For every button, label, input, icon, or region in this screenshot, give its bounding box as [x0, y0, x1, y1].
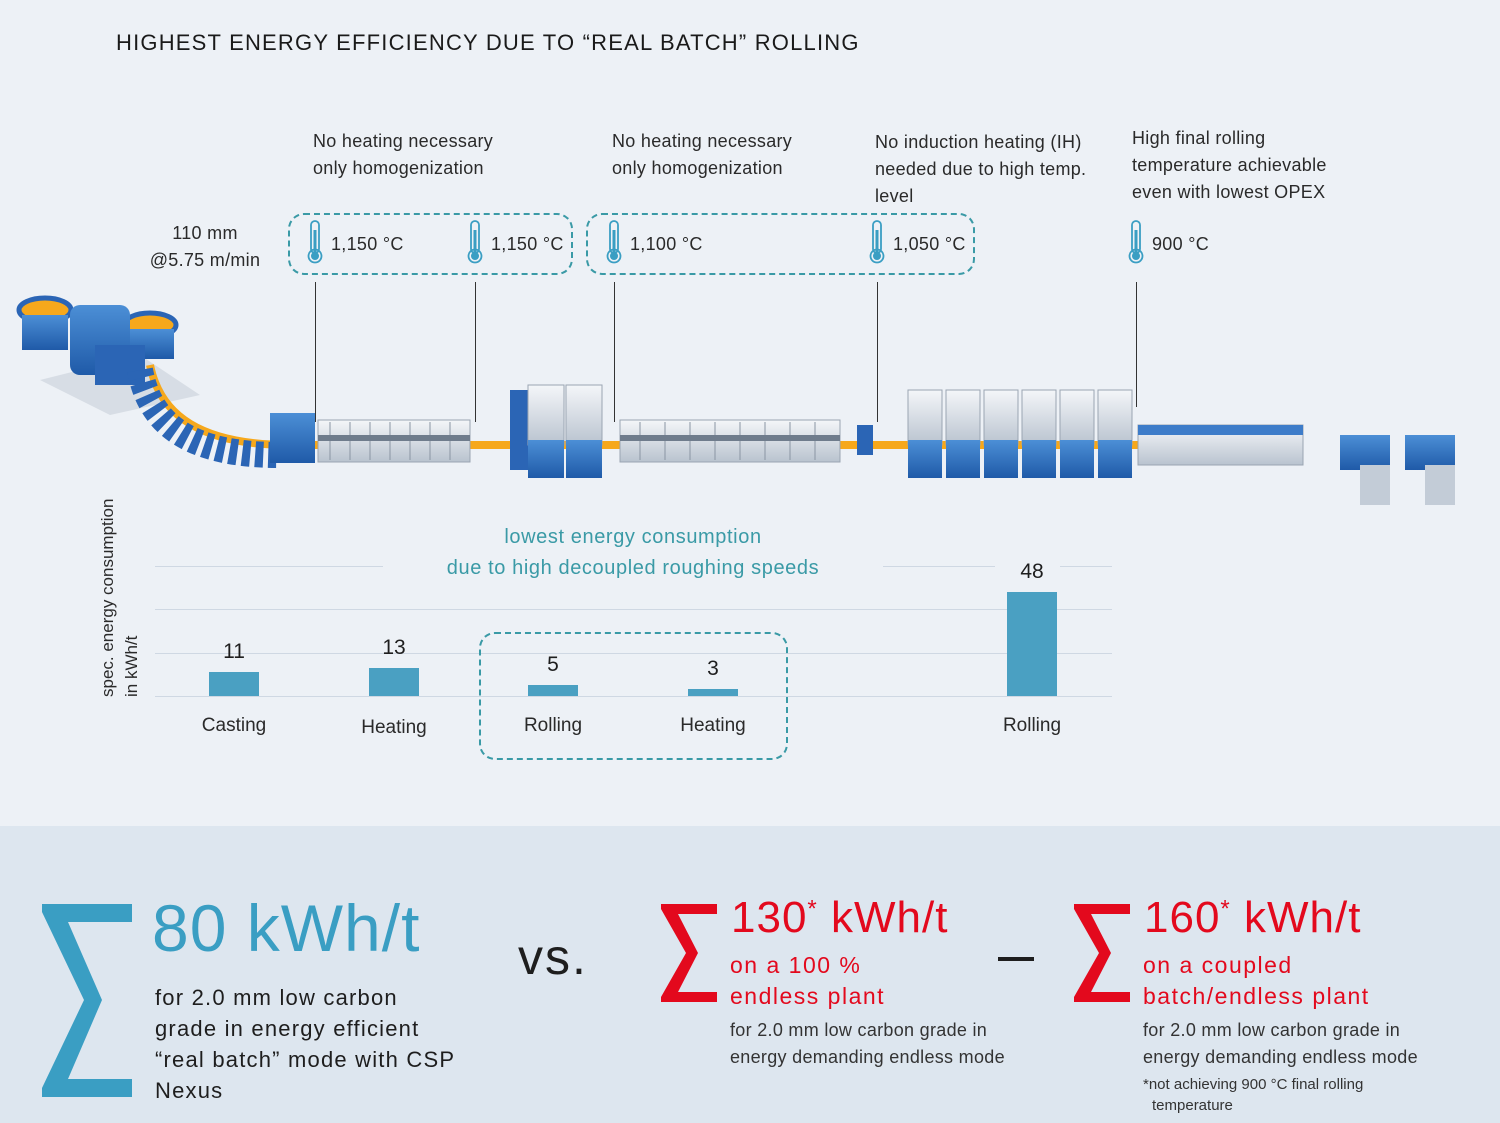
alt2-desc2: energy demanding endless mode: [1143, 1047, 1418, 1067]
bar-5: [1007, 592, 1057, 696]
alt1-number: 130: [731, 893, 808, 942]
sigma-icon: [42, 904, 132, 1097]
gridline: [883, 566, 995, 567]
bar-value-3: 5: [547, 653, 559, 676]
temp-group-box-1: [288, 213, 573, 275]
thermometer-icon: [1128, 220, 1144, 264]
alt1-value: 130* kWh/t: [731, 893, 948, 943]
plant-illustration: [16, 295, 1455, 505]
leader-line: [614, 282, 615, 422]
note-4-line3: even with lowest OPEX: [1132, 182, 1326, 202]
bar-value-4: 3: [707, 657, 719, 680]
leader-line: [877, 282, 878, 422]
note-4: High final rolling temperature achievabl…: [1132, 125, 1327, 206]
note-3-line2: needed due to high temp.: [875, 159, 1087, 179]
bar-4: [688, 689, 738, 696]
summary-panel: [0, 826, 1500, 1123]
thermometer-icon: [606, 220, 622, 264]
alt2-value: 160* kWh/t: [1144, 893, 1361, 943]
alt2-description: for 2.0 mm low carbon grade in energy de…: [1143, 1017, 1418, 1071]
casting-info: 110 mm @5.75 m/min: [140, 220, 270, 274]
chart-annotation: lowest energy consumption due to high de…: [385, 522, 881, 584]
alt2-star: *: [1220, 895, 1231, 923]
note-2-line2: only homogenization: [612, 158, 783, 178]
temp-4: 1,050 °C: [893, 234, 966, 254]
bar-label-5: Rolling: [1002, 715, 1062, 736]
main-desc-line1: for 2.0 mm low carbon: [155, 985, 398, 1010]
main-description: for 2.0 mm low carbon grade in energy ef…: [155, 982, 455, 1106]
y-axis-label-line1: spec. energy consumption: [98, 498, 117, 697]
temp-5: 900 °C: [1152, 234, 1210, 254]
page-title: HIGHEST ENERGY EFFICIENCY DUE TO “REAL B…: [116, 30, 860, 55]
gridline: [155, 566, 383, 567]
alt1-desc2: energy demanding endless mode: [730, 1047, 1005, 1067]
gridline: [1060, 566, 1112, 567]
alt1-subtitle: on a 100 % endless plant: [730, 950, 885, 1012]
alt1-description: for 2.0 mm low carbon grade in energy de…: [730, 1017, 1005, 1071]
alt2-desc1: for 2.0 mm low carbon grade in: [1143, 1020, 1401, 1040]
thermometer-icon: [869, 220, 885, 264]
bar-label-4: Heating: [680, 715, 746, 736]
bar-value-1: 11: [223, 640, 245, 663]
alt1-sub1: on a 100 %: [730, 952, 862, 978]
casting-thickness: 110 mm: [172, 223, 238, 243]
temp-1: 1,150 °C: [331, 234, 404, 254]
bar-label-2: Heating: [361, 717, 427, 738]
alt2-number: 160: [1144, 893, 1221, 942]
note-4-line1: High final rolling: [1132, 128, 1266, 148]
alt1-star: *: [807, 895, 818, 923]
note-1-line1: No heating necessary: [313, 131, 494, 151]
bar-1: [209, 672, 259, 696]
leader-line: [475, 282, 476, 422]
y-axis-label-line2: in kWh/t: [122, 635, 141, 697]
leader-line: [315, 282, 316, 422]
thermometer-icon: [307, 220, 323, 264]
note-1: No heating necessary only homogenization: [313, 128, 493, 182]
chart-baseline: [155, 696, 1112, 697]
sigma-icon-red: [661, 904, 717, 1002]
leader-line: [1136, 282, 1137, 407]
note-3-line1: No induction heating (IH): [875, 132, 1082, 152]
sigma-icon-red: [1074, 904, 1130, 1002]
temp-2: 1,150 °C: [491, 234, 564, 254]
casting-speed: @5.75 m/min: [149, 250, 261, 270]
annotation-line1: lowest energy consumption: [504, 526, 762, 548]
bar-label-3: Rolling: [523, 715, 583, 736]
main-desc-line4: Nexus: [155, 1078, 224, 1103]
decoupled-group-box: [479, 632, 788, 760]
bar-value-5: 48: [1020, 560, 1044, 583]
footnote-line2: temperature: [1152, 1097, 1233, 1114]
note-2-line1: No heating necessary: [612, 131, 793, 151]
gridline: [155, 653, 1112, 654]
bar-value-2: 13: [382, 636, 406, 659]
note-3: No induction heating (IH) needed due to …: [875, 129, 1086, 210]
y-axis-label: spec. energy consumption in kWh/t: [96, 499, 144, 697]
alt2-subtitle: on a coupled batch/endless plant: [1143, 950, 1370, 1012]
note-4-line2: temperature achievable: [1132, 155, 1327, 175]
dash-separator: [998, 957, 1034, 961]
bar-label-1: Casting: [201, 715, 267, 736]
note-1-line2: only homogenization: [313, 158, 484, 178]
annotation-line2: due to high decoupled roughing speeds: [446, 557, 820, 579]
alt2-sub1: on a coupled: [1143, 952, 1293, 978]
note-3-line3: level: [875, 186, 914, 206]
bar-2: [369, 668, 419, 696]
footnote-line1: *not achieving 900 °C final rolling: [1143, 1076, 1364, 1093]
alt2-sub2: batch/endless plant: [1143, 983, 1370, 1009]
gridline: [155, 609, 1112, 610]
temp-3: 1,100 °C: [630, 234, 703, 254]
main-value: 80 kWh/t: [152, 891, 421, 965]
thermometer-icon: [467, 220, 483, 264]
main-desc-line2: grade in energy efficient: [155, 1016, 420, 1041]
alt1-desc1: for 2.0 mm low carbon grade in: [730, 1020, 988, 1040]
main-desc-line3: “real batch” mode with CSP: [155, 1047, 456, 1072]
vs-label: vs.: [518, 929, 588, 985]
alt2-unit: kWh/t: [1244, 893, 1362, 942]
footnote: *not achieving 900 °C final rolling temp…: [1143, 1074, 1363, 1116]
note-2: No heating necessary only homogenization: [612, 128, 792, 182]
alt1-unit: kWh/t: [831, 893, 949, 942]
temp-group-box-2: [586, 213, 975, 275]
alt1-sub2: endless plant: [730, 983, 886, 1009]
bar-3: [528, 685, 578, 696]
